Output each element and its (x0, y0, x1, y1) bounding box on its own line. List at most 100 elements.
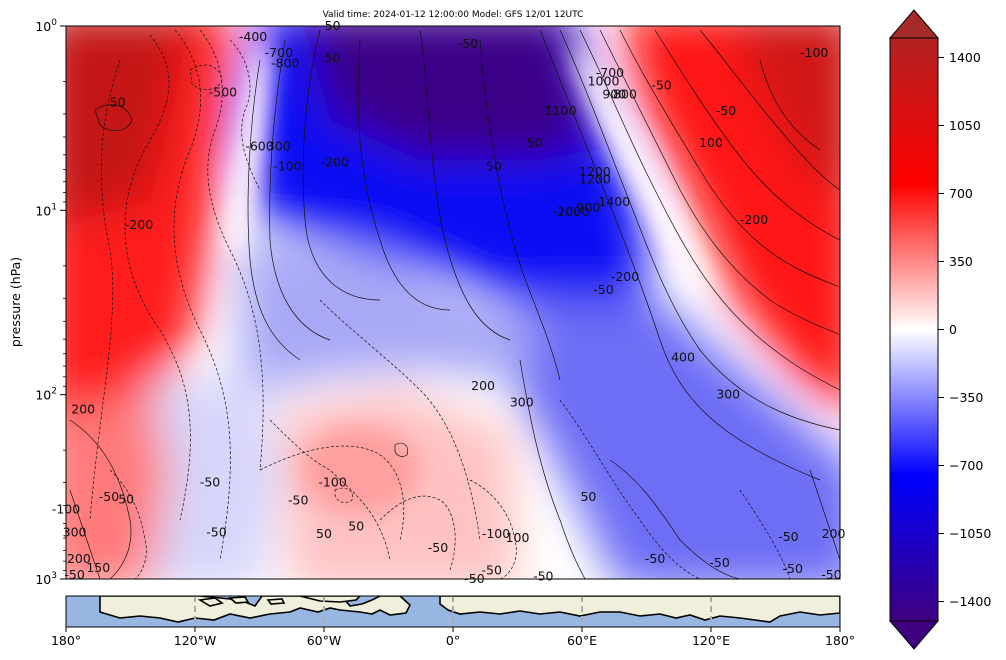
contour-label: -50 (778, 529, 798, 544)
contour-label: -200 (611, 269, 639, 284)
contour-label: 1000 (557, 204, 589, 219)
y-tick-label: 102 (35, 387, 57, 403)
contour-line (94, 104, 133, 131)
contour-label: -100 (318, 475, 346, 490)
contour-label: 200 (71, 401, 95, 416)
contour-label: 200 (471, 378, 495, 393)
contour-label: -50 (206, 525, 226, 540)
contour-label: 200 (67, 551, 91, 566)
contour-line (69, 489, 101, 579)
contour-line (739, 489, 791, 579)
land-greenland (299, 596, 362, 603)
x-tick-label: 60°W (307, 633, 342, 648)
contour-label: 1200 (579, 164, 611, 179)
light-blue-left-low (150, 380, 280, 579)
contour-line (654, 29, 840, 241)
contour-label: -50 (709, 555, 729, 570)
contour-line (809, 469, 840, 561)
contour-label: -50 (200, 475, 220, 490)
contour-label: -50 (821, 567, 841, 582)
contour-line (302, 29, 381, 301)
contour-line (124, 34, 191, 521)
contour-label: -100 (273, 159, 301, 174)
contour-label: -50 (458, 36, 478, 51)
colorbar-tick-label: 700 (949, 186, 973, 201)
x-tick-label: 60°E (567, 633, 597, 648)
colorbar-body (889, 37, 939, 622)
contour-label: -400 (239, 29, 267, 44)
contour-label: 50 (316, 526, 332, 541)
chart-title: Valid time: 2024-01-12 12:00:00 Model: G… (323, 10, 584, 20)
contour-label: -200 (125, 217, 153, 232)
contour-line (269, 419, 391, 561)
contour-label: -50 (288, 492, 308, 507)
heatmap-field (66, 26, 840, 579)
contour-label: 200 (822, 526, 846, 541)
land-arctic-islands (197, 596, 286, 607)
contour-label: -600 (245, 138, 273, 153)
contour-label: 300 (63, 525, 87, 540)
x-axis: 180° 120°W 60°W 0° 60°E 120°E 180° (51, 627, 855, 648)
contour-line (599, 29, 840, 336)
contour-line (173, 29, 231, 561)
contour-label: -50 (782, 561, 802, 576)
contour-line (247, 59, 301, 361)
contour-line (189, 64, 223, 90)
contour-label: 900 (602, 86, 626, 101)
colorbar-ticks: 1400 1050 700 350 0 −350 −700 −1050 −1400 (938, 50, 991, 609)
contour-line (269, 39, 331, 341)
contour-line (69, 419, 132, 579)
x-tick-label: 120°W (174, 633, 216, 648)
contour-label: 300 (267, 138, 291, 153)
contour-label: 50 (348, 519, 364, 534)
contour-label: 300 (510, 394, 534, 409)
contour-label: -50 (651, 77, 671, 92)
contour-label: -50 (428, 540, 448, 555)
contour-line (394, 442, 409, 457)
contour-label: -50 (593, 282, 613, 297)
contour-line (357, 39, 451, 311)
y-axis: 100 101 102 103 (35, 18, 66, 587)
plot-frame (65, 25, 841, 580)
contour-label: 50 (118, 491, 134, 506)
contour-line (539, 29, 821, 481)
contour-label: 50 (325, 18, 341, 33)
colorbar-tick-label: 0 (949, 322, 957, 337)
y-axis-label: pressure (hPa) (8, 257, 23, 347)
contour-line (319, 299, 481, 541)
contour-line (559, 29, 840, 431)
x-tick-label: 180° (825, 633, 855, 648)
contour-line (699, 29, 840, 191)
blue-lower-right (500, 300, 840, 579)
contour-line (334, 487, 353, 503)
contour-line (519, 359, 586, 579)
contour-line (379, 495, 456, 571)
contour-label: -50 (533, 569, 553, 584)
colorbar-tick-label: 1050 (949, 118, 981, 133)
contour-line (229, 39, 261, 191)
land-eurasia (439, 596, 840, 623)
contour-line (619, 29, 840, 288)
contour-label: 50 (486, 159, 502, 174)
contour-label: 150 (86, 560, 110, 575)
colorbar-tick-label: 350 (949, 254, 973, 269)
purple-core (304, 26, 590, 160)
contour-line (109, 469, 147, 579)
contour-label: -700 (596, 65, 624, 80)
x-tick-label: 180° (51, 633, 81, 648)
contour-label: 400 (671, 350, 695, 365)
contour-label: -200 (740, 212, 768, 227)
y-tick-label: 101 (35, 202, 57, 218)
contour-label: -50 (99, 489, 119, 504)
blue-mid (240, 240, 540, 400)
contour-label: -200 (321, 154, 349, 169)
contour-label: 100 (699, 135, 723, 150)
contour-label: 50 (325, 50, 341, 65)
contour-label: -50 (716, 103, 736, 118)
white-band-right (573, 46, 707, 294)
colorbar-tick-label: −700 (949, 458, 983, 473)
colorbar-extend-bottom (888, 620, 940, 650)
contour-line (759, 59, 821, 151)
pink-blob-lower (300, 425, 420, 515)
contour-line (259, 445, 405, 541)
